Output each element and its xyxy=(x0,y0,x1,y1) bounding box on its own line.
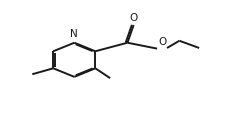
Text: O: O xyxy=(130,13,138,23)
Text: O: O xyxy=(158,37,166,47)
Text: N: N xyxy=(70,29,78,39)
